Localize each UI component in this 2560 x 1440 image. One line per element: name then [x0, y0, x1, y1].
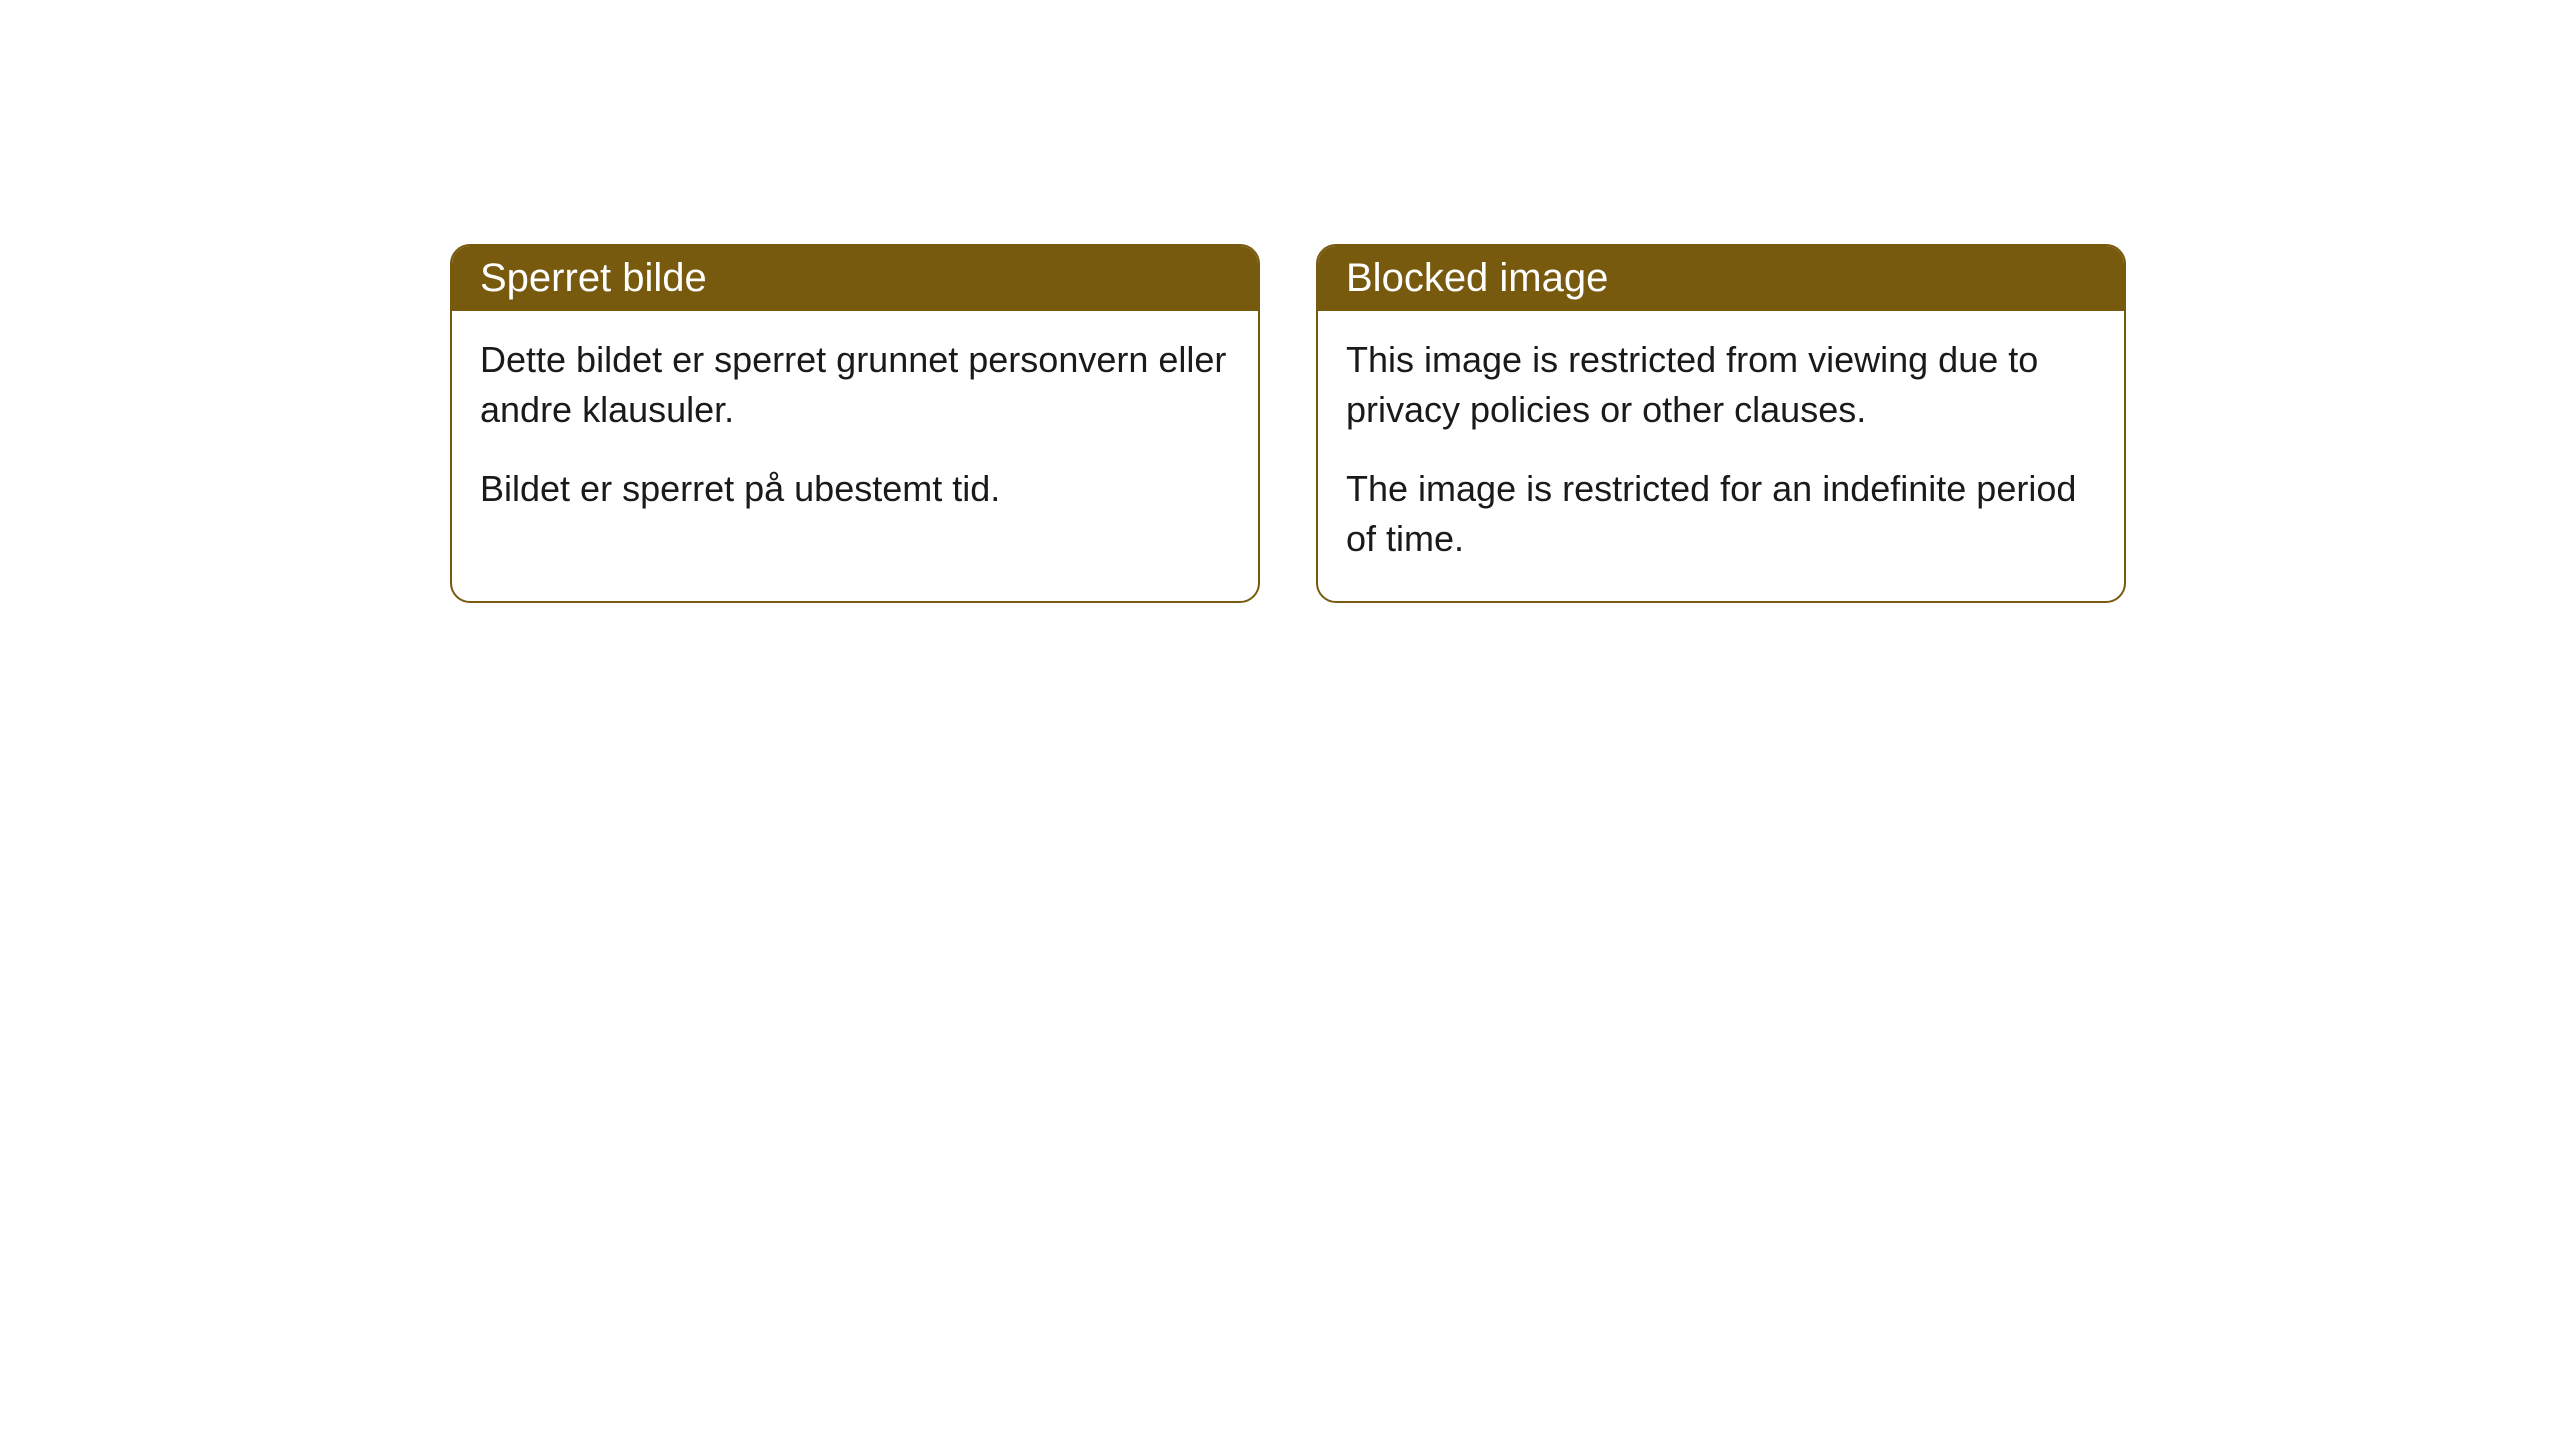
notice-cards-container: Sperret bilde Dette bildet er sperret gr… [450, 244, 2126, 603]
card-header: Blocked image [1318, 246, 2124, 311]
notice-card-english: Blocked image This image is restricted f… [1316, 244, 2126, 603]
card-body: Dette bildet er sperret grunnet personve… [452, 311, 1258, 550]
card-paragraph: Dette bildet er sperret grunnet personve… [480, 335, 1230, 436]
card-paragraph: The image is restricted for an indefinit… [1346, 464, 2096, 565]
notice-card-norwegian: Sperret bilde Dette bildet er sperret gr… [450, 244, 1260, 603]
card-title: Blocked image [1346, 256, 1608, 300]
card-body: This image is restricted from viewing du… [1318, 311, 2124, 601]
card-paragraph: Bildet er sperret på ubestemt tid. [480, 464, 1230, 514]
card-header: Sperret bilde [452, 246, 1258, 311]
card-paragraph: This image is restricted from viewing du… [1346, 335, 2096, 436]
card-title: Sperret bilde [480, 256, 707, 300]
